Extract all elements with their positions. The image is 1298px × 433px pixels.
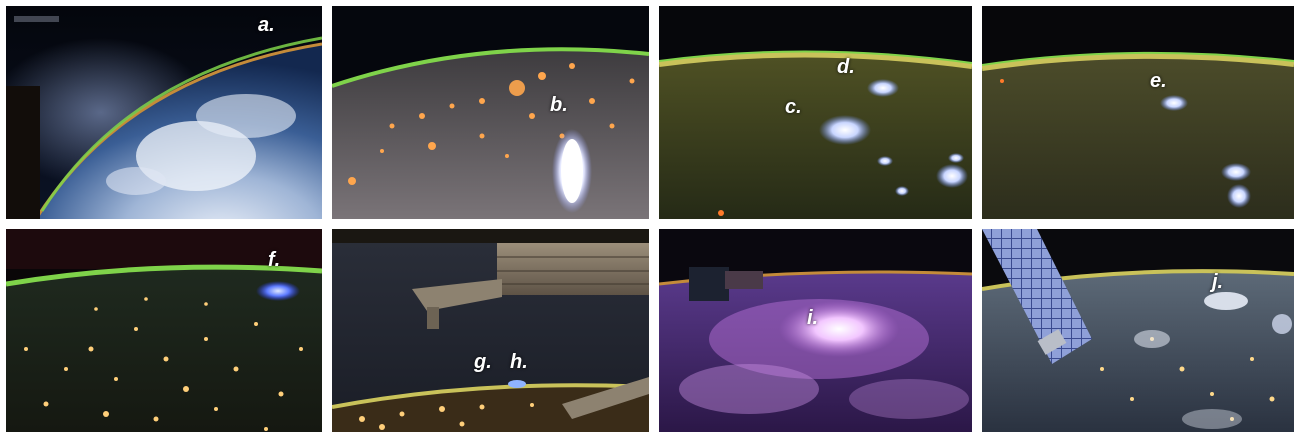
panel-a-image (6, 6, 322, 219)
panel-e-image (982, 6, 1294, 219)
panel-i-photo: i. (659, 229, 972, 432)
panel-gh-photo: g. h. (332, 229, 649, 432)
panel-gh-image (332, 229, 649, 432)
panel-b-label: b. (550, 94, 568, 116)
panel-j-label: j. (1212, 271, 1224, 293)
panel-cd-image (659, 6, 972, 219)
panel-cd-photo: d. c. (659, 6, 972, 219)
panel-f-label: f. (268, 249, 281, 271)
panel-d-label: d. (837, 56, 855, 78)
panel-j-photo: j. (982, 229, 1294, 432)
panel-a-photo: a. (6, 6, 322, 219)
panel-h-label: h. (510, 351, 528, 373)
panel-b-image (332, 6, 649, 219)
panel-a-label: a. (258, 14, 275, 36)
panel-f-image (6, 229, 322, 432)
panel-e-photo: e. (982, 6, 1294, 219)
panel-j-image (982, 229, 1294, 432)
panel-i-image (659, 229, 972, 432)
panel-b-photo: b. (332, 6, 649, 219)
panel-g-label: g. (474, 351, 492, 373)
panel-f-photo: f. (6, 229, 322, 432)
panel-e-label: e. (1150, 70, 1167, 92)
panel-c-label: c. (785, 96, 802, 118)
panel-i-label: i. (807, 307, 819, 329)
